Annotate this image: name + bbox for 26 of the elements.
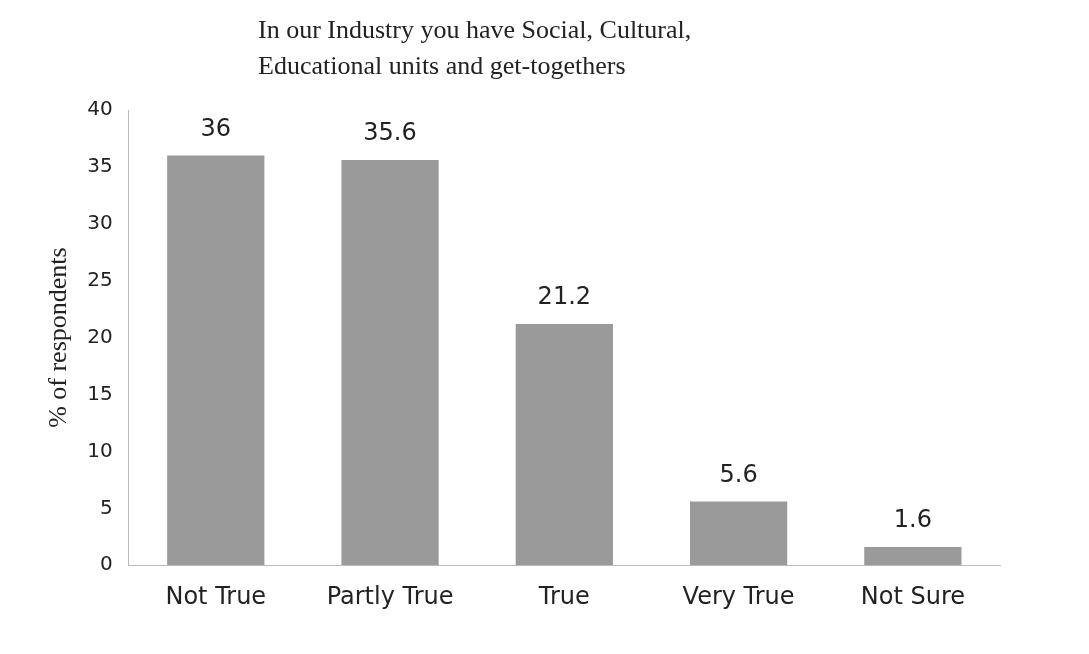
- y-tick-label: 35: [87, 153, 113, 178]
- y-tick-label: 10: [87, 437, 113, 462]
- y-tick-label: 20: [87, 323, 113, 348]
- y-axis-title: % of respondents: [43, 247, 73, 428]
- y-tick-label: 40: [87, 96, 113, 121]
- y-tick-label: 15: [87, 380, 113, 405]
- x-tick-label: Not Sure: [860, 581, 965, 610]
- chart-title: In our Industry you have Social, Cultural, Educational units and get-togethers: [258, 14, 693, 82]
- x-tick-label: Very True: [682, 581, 795, 610]
- data-label: 36: [200, 113, 232, 142]
- y-tick-label: 5: [99, 494, 113, 519]
- bar: [864, 546, 962, 566]
- x-tick-label: Partly True: [326, 581, 454, 610]
- bar: [341, 160, 439, 566]
- bar: [689, 501, 788, 566]
- y-tick-label: 0: [99, 551, 113, 576]
- x-tick-label: Not True: [165, 581, 267, 610]
- y-tick-label: 30: [87, 210, 113, 234]
- bar: [515, 323, 613, 566]
- data-label: 21.2: [537, 282, 592, 311]
- x-tick-label: True: [537, 581, 590, 610]
- data-label: 35.6: [363, 118, 417, 147]
- data-label: 5.6: [719, 459, 758, 488]
- bar: [167, 155, 265, 566]
- y-tick-label: 25: [87, 266, 113, 291]
- data-label: 1.6: [893, 505, 932, 534]
